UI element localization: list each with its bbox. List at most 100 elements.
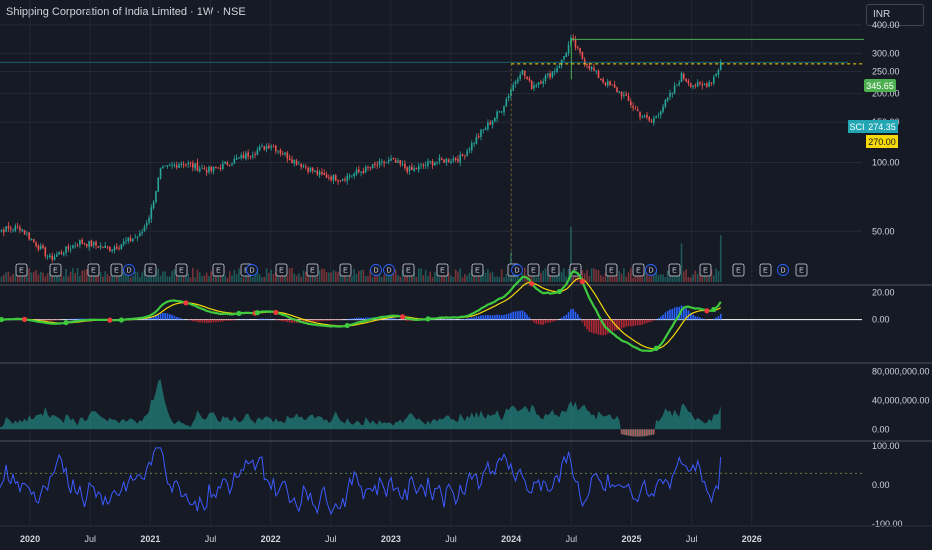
earnings-badge[interactable]: E <box>306 263 319 277</box>
volume-bar <box>438 277 441 282</box>
earnings-badge[interactable]: E <box>275 263 288 277</box>
candle-body <box>74 245 77 247</box>
macd-histogram-bar <box>79 318 81 320</box>
volume-bar <box>364 276 367 282</box>
macd-histogram-bar <box>69 318 72 320</box>
macd-histogram-bar <box>293 319 296 323</box>
volume-bar <box>228 271 231 282</box>
earnings-badge[interactable]: E <box>547 263 560 277</box>
candle-body <box>378 161 381 165</box>
volume-bar <box>81 270 83 282</box>
macd-histogram-bar <box>311 319 314 322</box>
macd-histogram-bar <box>689 312 692 320</box>
earnings-badge[interactable]: E <box>339 263 352 277</box>
macd-histogram-bar <box>152 316 155 320</box>
price-axis[interactable]: 400.00300.00250.00200.00150.00100.0050.0… <box>872 20 930 529</box>
candle-body <box>664 99 667 107</box>
dividend-badge[interactable]: D <box>383 264 395 276</box>
earnings-badge[interactable]: E <box>605 263 618 277</box>
candle-body <box>111 249 113 252</box>
dividend-badge[interactable]: D <box>645 264 657 276</box>
macd-histogram-bar <box>265 318 268 320</box>
candle-body <box>498 111 501 113</box>
earnings-badge[interactable]: E <box>759 263 772 277</box>
earnings-badge[interactable]: E <box>175 263 188 277</box>
candle-body <box>636 109 639 112</box>
candle-body <box>12 229 14 231</box>
earnings-badge[interactable]: E <box>632 263 645 277</box>
volume-bar <box>194 277 196 282</box>
volume-bar <box>215 273 217 282</box>
volume-bar <box>496 276 498 282</box>
volume-bar <box>417 268 420 282</box>
candle-body <box>445 158 448 163</box>
dividend-badge[interactable]: D <box>777 264 789 276</box>
dividend-badge[interactable]: D <box>511 264 523 276</box>
candle-body <box>32 239 35 242</box>
candle-body <box>477 136 480 138</box>
currency-selector[interactable]: INR <box>866 4 924 26</box>
candle-body <box>162 166 164 169</box>
candle-body <box>597 70 600 79</box>
macd-histogram-bar <box>576 314 579 320</box>
candle-body <box>397 160 399 163</box>
candle-body <box>325 174 328 178</box>
macd-histogram-bar <box>586 319 588 330</box>
macd-cross-dot <box>21 316 28 323</box>
candle-body <box>390 158 392 161</box>
candle-body <box>505 99 508 107</box>
volume-bar <box>115 275 118 282</box>
macd-histogram-bar <box>602 319 604 336</box>
volume-axis-tick: 40,000,000.00 <box>872 395 930 405</box>
dividend-badge[interactable]: D <box>370 264 382 276</box>
earnings-badge[interactable]: E <box>144 263 157 277</box>
earnings-badge[interactable]: E <box>471 263 484 277</box>
time-axis[interactable]: 2020 Jul 2021 Jul 2022 Jul 2023 Jul 2024 Jul 2025 J… <box>0 525 932 544</box>
dividend-badge[interactable]: D <box>246 264 258 276</box>
earnings-badge[interactable]: E <box>732 263 745 277</box>
candle-body <box>683 73 685 79</box>
volume-bar <box>60 274 63 282</box>
macd-histogram-bar <box>228 319 231 321</box>
volume-bar <box>155 271 157 282</box>
volume-bar <box>671 271 674 282</box>
earnings-badge[interactable]: E <box>795 263 808 277</box>
macd-histogram-bar <box>475 316 478 320</box>
macd-histogram-bar <box>81 318 83 320</box>
volume-oscillator-negative <box>641 429 644 437</box>
price-axis-tick: 200.00 <box>872 89 900 99</box>
candle-body <box>710 82 713 84</box>
volume-bar <box>298 273 300 282</box>
candle-body <box>514 81 517 84</box>
volume-bar <box>5 272 7 282</box>
candle-body <box>72 245 74 249</box>
volume-oscillator-negative <box>627 429 630 436</box>
volume-bar <box>208 276 210 282</box>
volume-bar <box>381 277 383 282</box>
macd-histogram-bar <box>392 318 395 320</box>
earnings-badge[interactable]: E <box>87 263 100 277</box>
candle-body <box>595 70 598 72</box>
volume-bar <box>609 273 611 282</box>
candle-body <box>298 163 300 165</box>
earnings-badge[interactable]: E <box>402 263 415 277</box>
macd-histogram-bar <box>360 317 362 320</box>
macd-histogram-bar <box>316 319 319 322</box>
macd-histogram-bar <box>639 319 641 326</box>
earnings-badges[interactable]: EEEEDEEEEDEEEDDEEEEDEEEEEDEEEEDE <box>15 263 808 277</box>
earnings-badge[interactable]: E <box>49 263 62 277</box>
ticker-label: SCI <box>849 122 864 132</box>
volume-bar <box>629 268 632 282</box>
volume-bar <box>42 272 44 282</box>
earnings-badge[interactable]: E <box>527 263 540 277</box>
earnings-badge[interactable]: E <box>15 263 28 277</box>
candle-body <box>553 71 556 72</box>
earnings-badge[interactable]: E <box>212 263 225 277</box>
earnings-badge[interactable]: E <box>668 263 681 277</box>
earnings-badge[interactable]: E <box>699 263 712 277</box>
earnings-badge[interactable]: E <box>436 263 449 277</box>
volume-oscillator-negative <box>632 429 634 437</box>
dividend-badge[interactable]: D <box>123 264 135 276</box>
earnings-badge[interactable]: E <box>110 263 123 277</box>
